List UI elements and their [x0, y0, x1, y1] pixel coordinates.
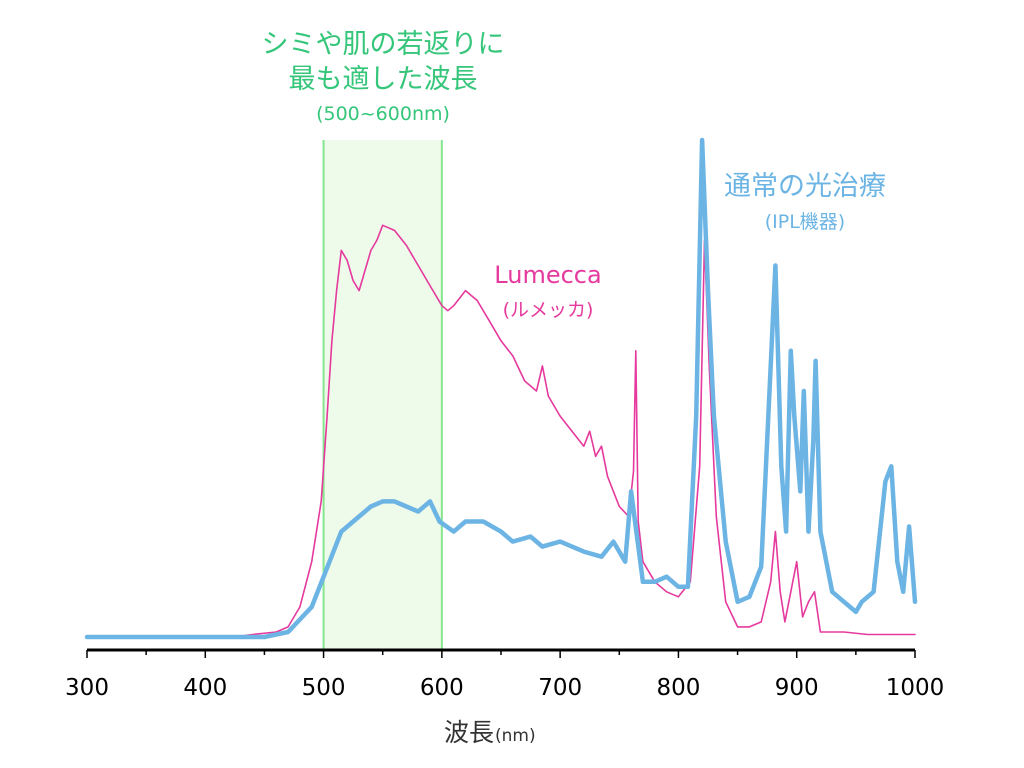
series-group [84, 137, 918, 640]
x-axis-unit: (nm) [495, 726, 536, 746]
ipl-line [84, 137, 918, 640]
x-tick-label: 1000 [886, 675, 945, 701]
x-axis: 300 400 500 600 700 800 900 1000 [65, 648, 944, 701]
x-axis-title: 波長 [444, 718, 494, 747]
x-tick-label: 600 [420, 675, 464, 701]
highlight-band [323, 140, 442, 650]
highlight-band-group [322, 140, 443, 650]
x-tick-label: 900 [775, 675, 819, 701]
lumecca-label: Lumecca [494, 261, 601, 289]
x-tick-label: 800 [656, 675, 700, 701]
x-tick-label: 400 [183, 675, 227, 701]
x-tick-label: 500 [302, 675, 346, 701]
ipl-label: 通常の光治療 [724, 171, 886, 202]
band-title-line1: シミや肌の若返りに [262, 29, 505, 60]
lumecca-line [86, 224, 916, 638]
band-title-line2: 最も適した波長 [289, 64, 478, 95]
x-tick-label: 700 [538, 675, 582, 701]
x-tick-label: 300 [65, 675, 109, 701]
lumecca-sublabel: (ルメッカ) [503, 299, 594, 321]
x-axis-ticks: 300 400 500 600 700 800 900 1000 [65, 650, 944, 701]
ipl-sublabel: (IPL機器) [765, 211, 845, 233]
band-range-label: (500~600nm) [316, 103, 450, 125]
